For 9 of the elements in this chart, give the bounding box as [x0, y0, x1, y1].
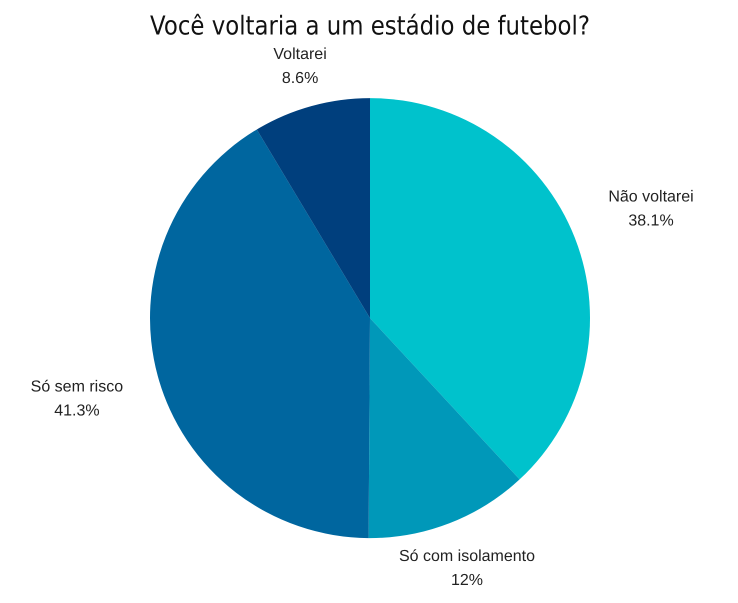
data-label: 12%	[450, 572, 484, 590]
data-label: 8.6%	[282, 70, 318, 87]
slice-label: Só com isolamento	[398, 548, 536, 566]
slice-label: Não voltarei	[608, 188, 694, 206]
data-label: 41.3%	[54, 402, 100, 420]
chart-title: Você voltaria a um estádio de futebol?	[150, 10, 590, 41]
data-label: 38.1%	[628, 212, 674, 230]
slice-label: Voltarei	[273, 46, 327, 63]
slice-label: Só sem risco	[30, 378, 124, 396]
